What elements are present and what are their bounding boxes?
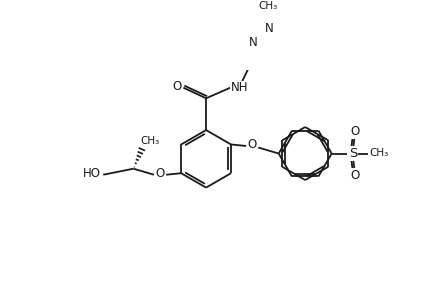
Text: CH₃: CH₃ (258, 1, 278, 11)
Text: N: N (249, 36, 258, 49)
Text: O: O (350, 169, 360, 182)
Text: O: O (155, 167, 165, 180)
Text: HO: HO (83, 168, 101, 180)
Text: CH₃: CH₃ (369, 148, 388, 158)
Text: O: O (173, 80, 182, 93)
Text: CH₃: CH₃ (141, 136, 160, 146)
Text: O: O (247, 138, 257, 151)
Text: N: N (265, 22, 273, 35)
Text: NH: NH (231, 81, 248, 94)
Text: S: S (349, 147, 357, 160)
Text: O: O (350, 125, 360, 138)
